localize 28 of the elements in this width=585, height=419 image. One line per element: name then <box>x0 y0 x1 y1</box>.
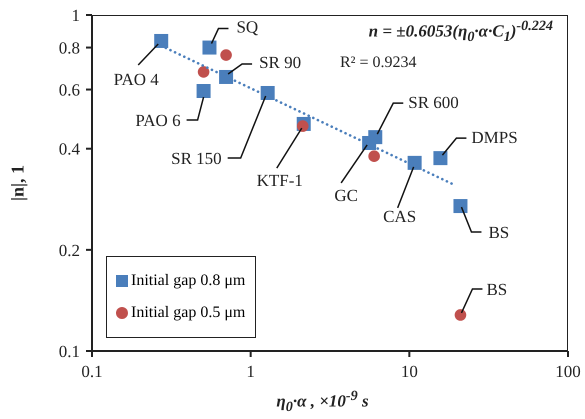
legend-label: Initial gap 0.5 μm <box>131 304 246 322</box>
y-axis-title: |n|, 1 <box>8 165 28 201</box>
annotation: PAO 6 <box>135 111 181 130</box>
y-tick-label: 0.1 <box>58 342 80 362</box>
annotation: DMPS <box>471 128 518 148</box>
annotation: CAS <box>383 206 416 226</box>
annotation: SR 90 <box>259 52 302 72</box>
y-tick-label: 0.6 <box>58 80 80 100</box>
annotation: PAO 4 <box>114 70 160 89</box>
annotation: R² = 0.9234 <box>340 54 416 72</box>
annotation: SR 600 <box>408 93 459 112</box>
annotation: SR 150 <box>171 148 222 168</box>
annotation: BS <box>486 280 508 299</box>
annotation: n = ±0.6053(η$_{0}$·α·C$_{1}$)$^{-0.224}$ <box>368 18 553 46</box>
annotation: KTF-1 <box>256 171 303 190</box>
x-tick-label: 10 <box>400 362 418 382</box>
y-tick-label: 0.8 <box>58 38 80 58</box>
annotation: SQ <box>236 18 258 37</box>
x-axis-title: η$_{0}$·α , ×10$^{-9}$ s <box>275 388 370 416</box>
y-tick-label: 0.4 <box>58 140 80 159</box>
legend-label: Initial gap 0.8 μm <box>131 272 246 290</box>
y-tick-label: 0.2 <box>58 240 80 260</box>
y-tick-label: 1 <box>72 6 80 26</box>
annotation: BS <box>488 223 510 242</box>
x-tick-label: 100 <box>555 362 581 382</box>
x-tick-label: 0.1 <box>81 362 103 382</box>
annotation: GC <box>334 186 358 205</box>
x-tick-label: 1 <box>246 362 255 382</box>
